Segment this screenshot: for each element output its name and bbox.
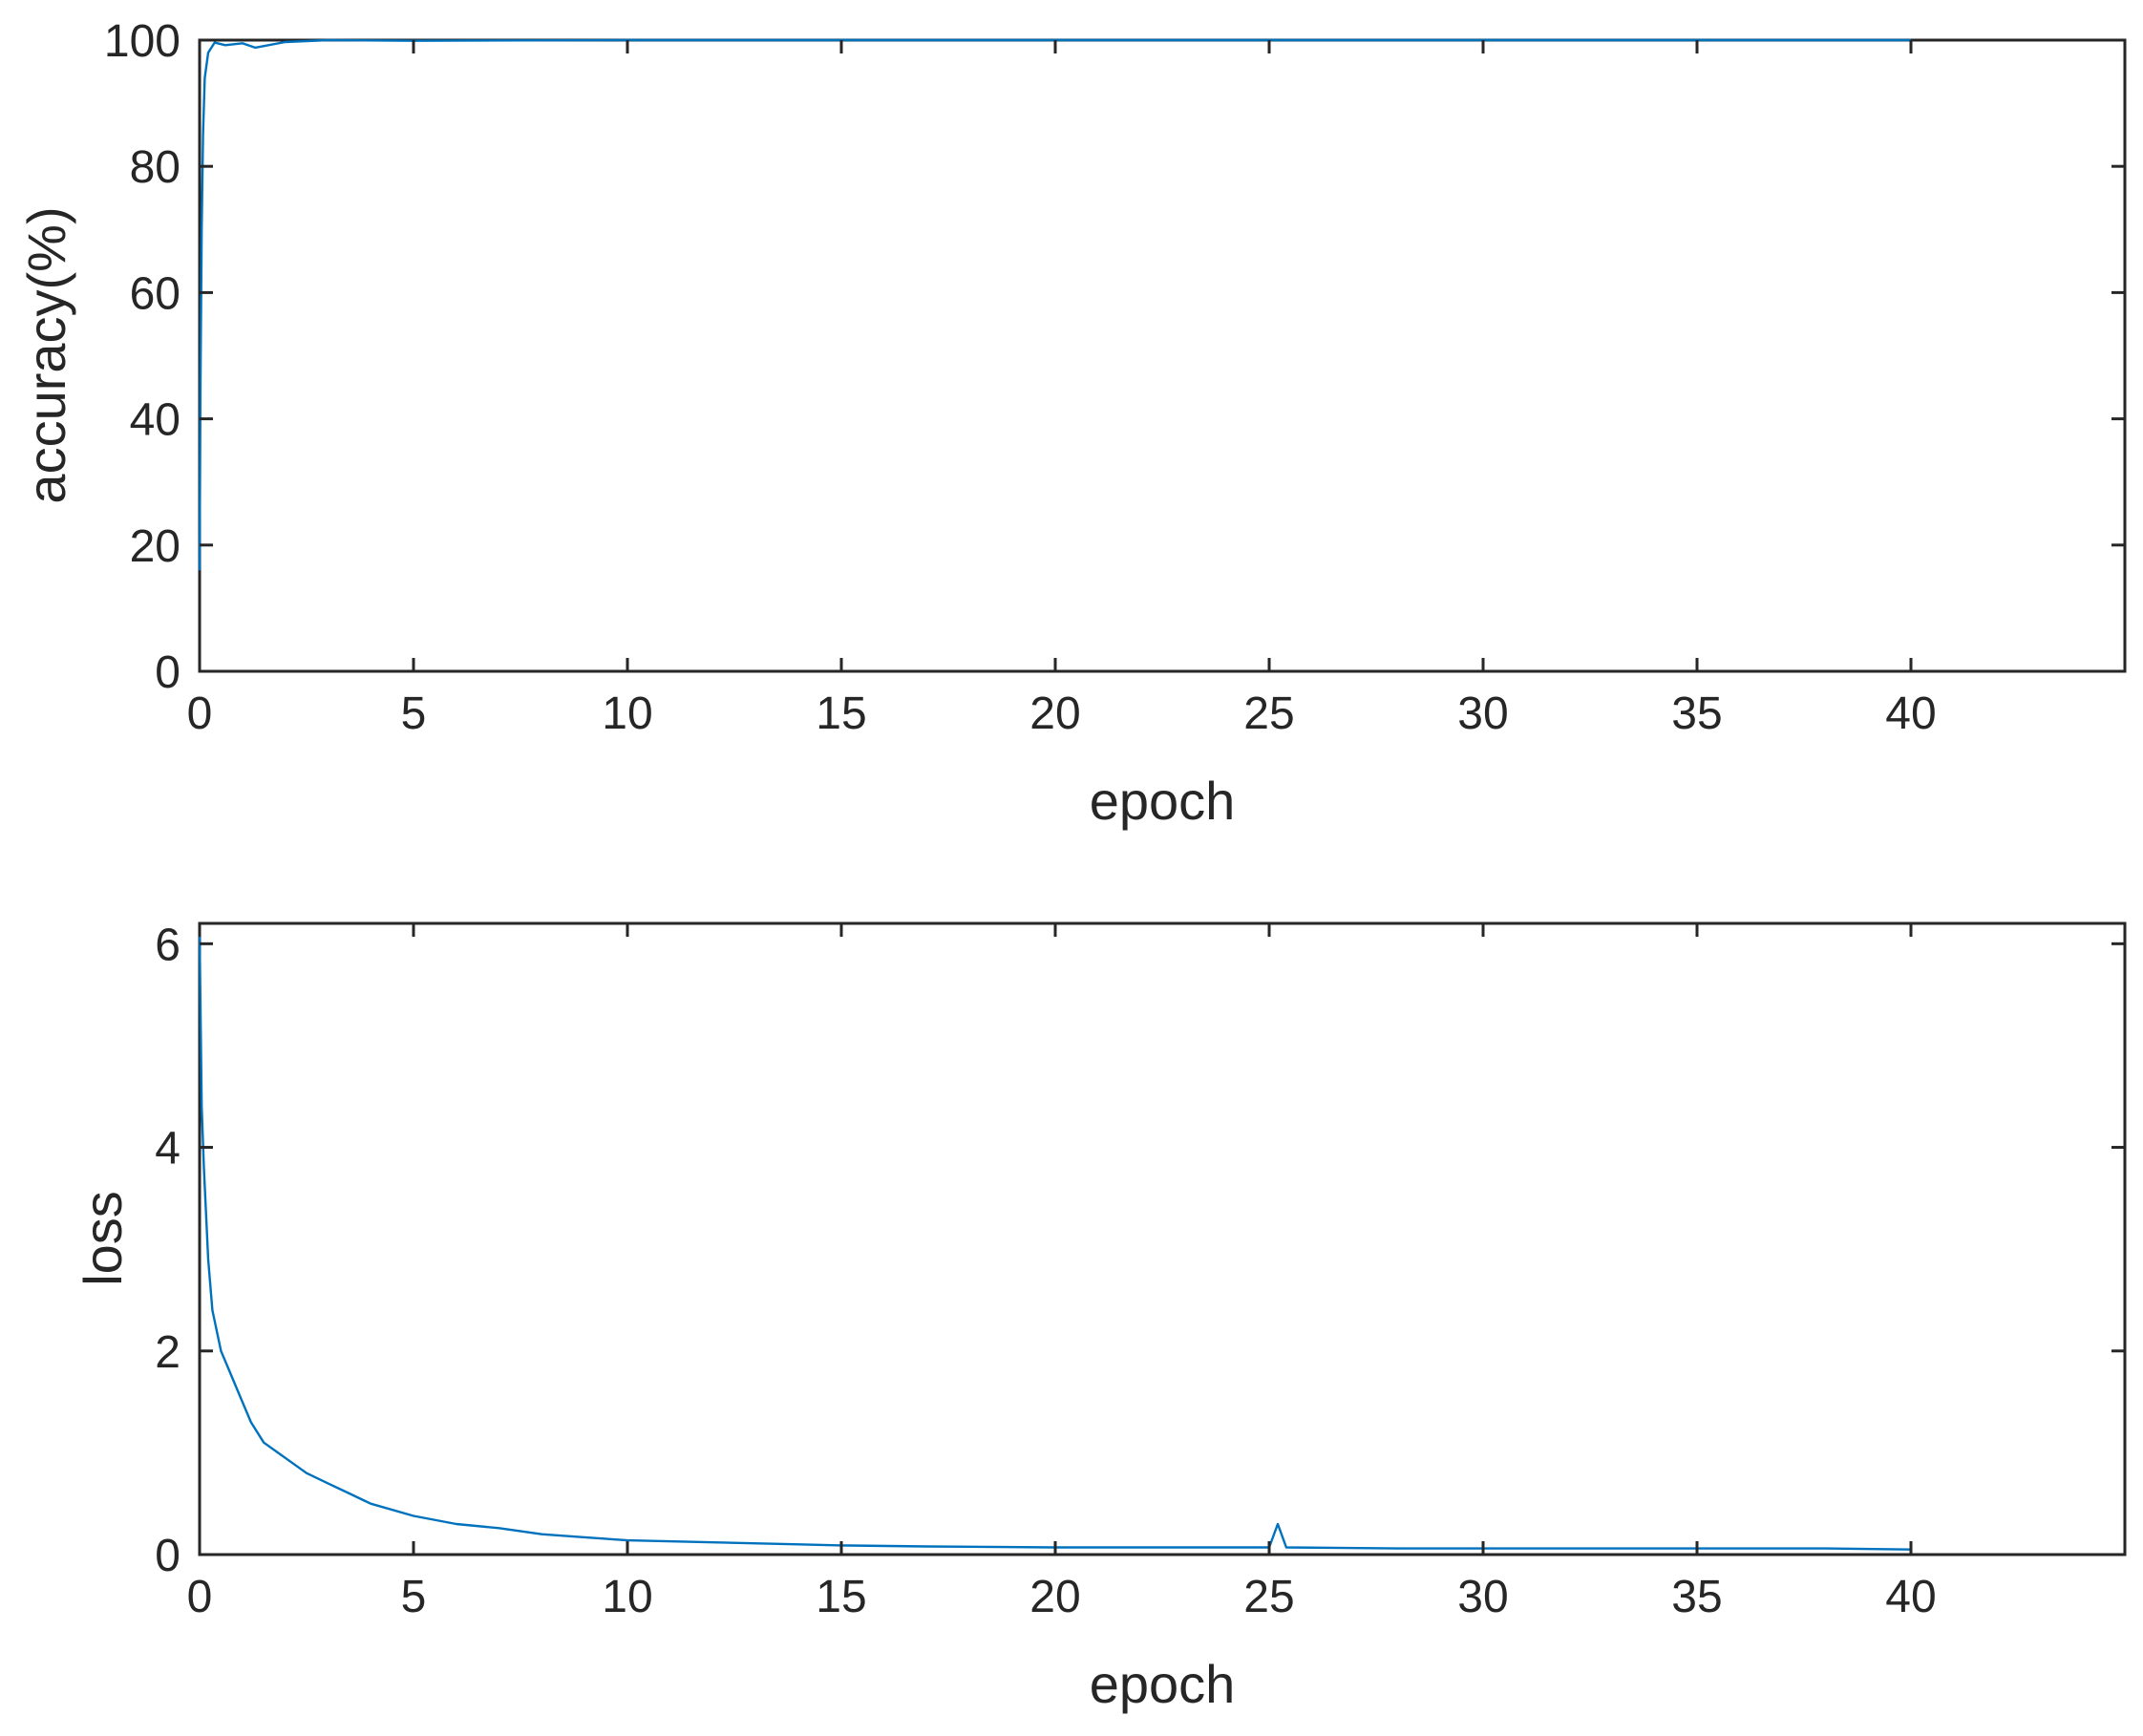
loss-x-tick-label: 25 — [1243, 1572, 1294, 1622]
loss-x-tick-label: 0 — [187, 1572, 213, 1622]
accuracy-series-group — [198, 38, 1911, 571]
loss-x-axis-label: epoch — [1090, 1654, 1236, 1714]
accuracy-x-tick-label: 15 — [816, 688, 866, 739]
loss-x-tick-label: 20 — [1029, 1572, 1080, 1622]
accuracy-y-ticks: 0 20 40 60 80 100 — [104, 16, 2125, 698]
accuracy-axes-frame — [198, 38, 2127, 673]
accuracy-x-tick-label: 35 — [1671, 688, 1722, 739]
accuracy-y-axis-label: accuracy(%) — [16, 206, 76, 503]
accuracy-x-ticks: 0 5 10 15 20 25 30 35 40 — [187, 40, 1937, 739]
accuracy-x-tick-label: 5 — [401, 688, 427, 739]
accuracy-series-line — [198, 38, 1911, 571]
loss-series-line — [198, 933, 1912, 1551]
loss-y-tick-label: 0 — [155, 1531, 180, 1581]
loss-x-tick-label: 15 — [816, 1572, 866, 1622]
loss-y-axis-label: loss — [73, 1191, 133, 1286]
accuracy-y-tick-label: 60 — [130, 268, 180, 319]
accuracy-y-tick-label: 80 — [130, 142, 180, 193]
loss-x-tick-label: 5 — [401, 1572, 427, 1622]
loss-x-tick-label: 10 — [602, 1572, 652, 1622]
loss-y-tick-label: 2 — [155, 1327, 180, 1378]
accuracy-y-tick-label: 0 — [155, 647, 180, 698]
loss-y-tick-label: 6 — [155, 920, 180, 970]
accuracy-x-tick-label: 30 — [1457, 688, 1508, 739]
accuracy-panel: 0 5 10 15 20 25 30 35 40 0 20 40 60 80 100 epoch accu… — [16, 16, 2127, 831]
loss-y-tick-label: 4 — [155, 1124, 180, 1175]
loss-x-tick-label: 30 — [1457, 1572, 1508, 1622]
loss-series-group — [198, 933, 1912, 1551]
loss-panel: 0 5 10 15 20 25 30 35 40 0 2 4 6 epoch loss — [73, 920, 2127, 1714]
accuracy-x-tick-label: 10 — [602, 688, 652, 739]
accuracy-x-tick-label: 40 — [1885, 688, 1936, 739]
accuracy-y-tick-label: 20 — [130, 521, 180, 572]
accuracy-y-tick-label: 40 — [130, 395, 180, 446]
loss-x-tick-label: 40 — [1885, 1572, 1936, 1622]
accuracy-y-tick-label: 100 — [104, 16, 180, 67]
loss-y-ticks: 0 2 4 6 — [155, 920, 2125, 1581]
accuracy-x-axis-label: epoch — [1090, 771, 1236, 831]
accuracy-x-tick-label: 20 — [1029, 688, 1080, 739]
accuracy-x-tick-label: 0 — [187, 688, 213, 739]
loss-axes-frame — [198, 921, 2127, 1556]
accuracy-x-tick-label: 25 — [1243, 688, 1294, 739]
loss-x-ticks: 0 5 10 15 20 25 30 35 40 — [187, 923, 1937, 1622]
loss-x-tick-label: 35 — [1671, 1572, 1722, 1622]
